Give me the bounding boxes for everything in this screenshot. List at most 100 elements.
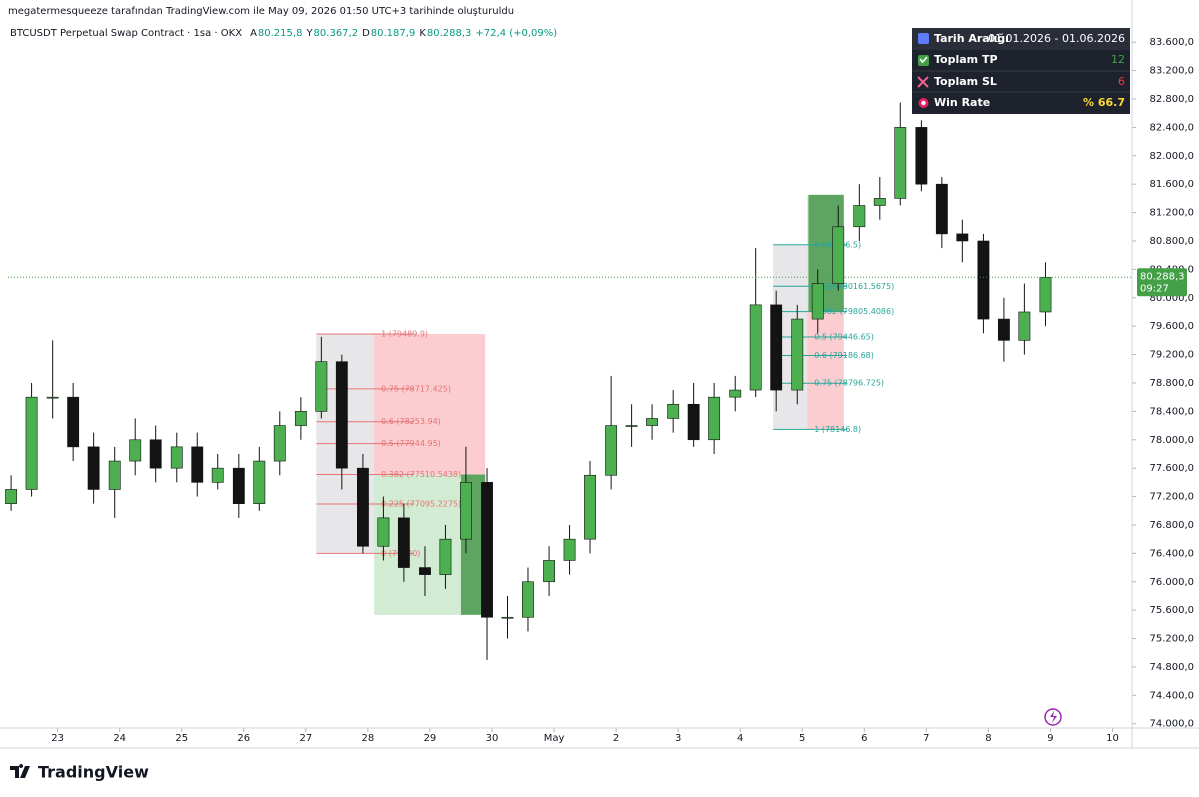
candle-body [729,389,742,398]
candle-body [770,304,783,391]
legend-key: K [419,28,426,39]
candle-body [522,581,534,618]
candle-body [915,127,928,185]
candle-body [646,418,659,426]
x-tick-label: 30 [486,733,499,744]
candle-body [563,538,576,561]
cross-icon [917,76,929,88]
x-tick-label: 2 [613,733,619,744]
legend-value: 80.288,3 [427,28,472,39]
table-label: Win Rate [934,96,990,109]
candle-body [832,226,845,284]
ohlc-legend: A 80.215,8 Y 80.367,2 D 80.187,9 K 80.288,3 +72,… [250,28,557,39]
table-value: 12 [1111,53,1125,66]
x-tick-label: 3 [675,733,681,744]
x-tick-label: 8 [985,733,991,744]
candle-body [149,439,162,469]
candle-body [459,482,472,540]
y-tick-label: 75.600,0 [1149,605,1194,616]
candle-body [25,396,38,490]
candle-body [211,467,224,483]
y-tick-label: 76.000,0 [1149,577,1194,588]
table-header-row [912,28,1130,50]
table-label: Tarih Aralığı [934,32,1009,45]
stop-zone [807,311,844,430]
candle-body [708,396,721,441]
last-price-box [1137,268,1187,297]
fib-label: 1 (78146.8) [814,425,861,434]
candle-body [439,538,452,575]
y-tick-label: 74.400,0 [1149,690,1194,701]
stop-zone [374,333,486,475]
candle-body [87,446,100,490]
x-tick-label: 26 [237,733,250,744]
x-tick-label: 27 [299,733,312,744]
x-tick-label: 5 [799,733,805,744]
fib-label: 1 (79489.9) [381,329,428,338]
y-tick-label: 77.600,0 [1149,463,1194,474]
candle-body [997,318,1010,341]
candle-body [356,467,369,547]
candle-body [108,460,121,490]
alert-icon[interactable] [1044,708,1062,726]
last-price-label: 80.288,3 [1140,271,1185,282]
candle-body [1018,311,1031,341]
fib-label: 0.225 (77095.2275) [381,499,461,508]
y-tick-label: 78.000,0 [1149,435,1194,446]
candle-body [977,240,990,320]
table-label: Toplam TP [934,53,998,66]
legend-key: A [250,28,257,39]
fib-label: 0.382 (79805.4086) [814,307,894,316]
candle-body [335,361,348,469]
x-tick-label: May [544,733,565,744]
table-value: 01.01.2026 - 01.06.2026 [988,32,1125,45]
y-tick-label: 83.600,0 [1149,37,1194,48]
candle-body [419,567,431,575]
x-tick-label: 23 [51,733,64,744]
x-tick-label: 9 [1047,733,1053,744]
candle-body [377,517,390,547]
y-tick-label: 76.800,0 [1149,520,1194,531]
candle-body [894,127,907,199]
fib-label: 0.5 (79446.65) [814,333,874,342]
legend-value: 80.367,2 [314,28,359,39]
fib-label: 0.5 (77944.95) [381,439,441,448]
candle-body [481,482,493,618]
table-label: Toplam SL [934,75,997,88]
check-mark [919,56,928,64]
candle-body [191,446,204,483]
legend-key: D [362,28,370,39]
y-tick-label: 77.200,0 [1149,492,1194,503]
calendar-icon [918,33,929,44]
y-tick-label: 81.200,0 [1149,208,1194,219]
candle-body [46,396,59,399]
x-tick-label: 10 [1106,733,1119,744]
countdown: 09:27 [1140,283,1169,294]
candles-layer [5,102,1052,660]
y-tick-label: 82.400,0 [1149,122,1194,133]
y-tick-label: 80.000,0 [1149,293,1194,304]
legend-value: 80.215,8 [258,28,303,39]
candle-body [397,517,410,568]
stats-table: Tarih Aralığı 01.01.2026 - 01.06.2026 To… [912,28,1130,114]
y-tick-label: 78.400,0 [1149,406,1194,417]
candle-body [853,205,866,228]
candle-body [687,403,700,441]
fib-label: 0.6 (79186.68) [814,351,874,360]
y-tick-label: 83.200,0 [1149,66,1194,77]
candle-body [1039,277,1052,313]
y-tick-label: 74.000,0 [1149,719,1194,730]
y-tick-label: 82.000,0 [1149,151,1194,162]
brand-name: TradingView [38,763,149,782]
fib-label: 0.75 (78796.725) [814,379,884,388]
candle-body [315,361,328,412]
candle-body [935,183,948,235]
candle-body [543,560,556,583]
y-tick-label: 76.400,0 [1149,548,1194,559]
x-tick-label: 29 [424,733,437,744]
candle-body [956,233,969,242]
candle-body [232,467,245,504]
legend-value: 80.187,9 [371,28,416,39]
candle-body [791,318,804,391]
